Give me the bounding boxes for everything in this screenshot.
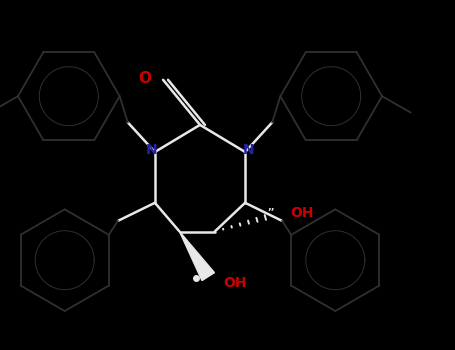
Polygon shape xyxy=(180,231,214,281)
Text: N: N xyxy=(146,143,157,157)
Text: ’’: ’’ xyxy=(267,208,275,218)
Text: N: N xyxy=(243,143,254,157)
Text: O: O xyxy=(139,71,152,86)
Text: OH: OH xyxy=(223,276,247,290)
Text: OH: OH xyxy=(290,206,313,220)
